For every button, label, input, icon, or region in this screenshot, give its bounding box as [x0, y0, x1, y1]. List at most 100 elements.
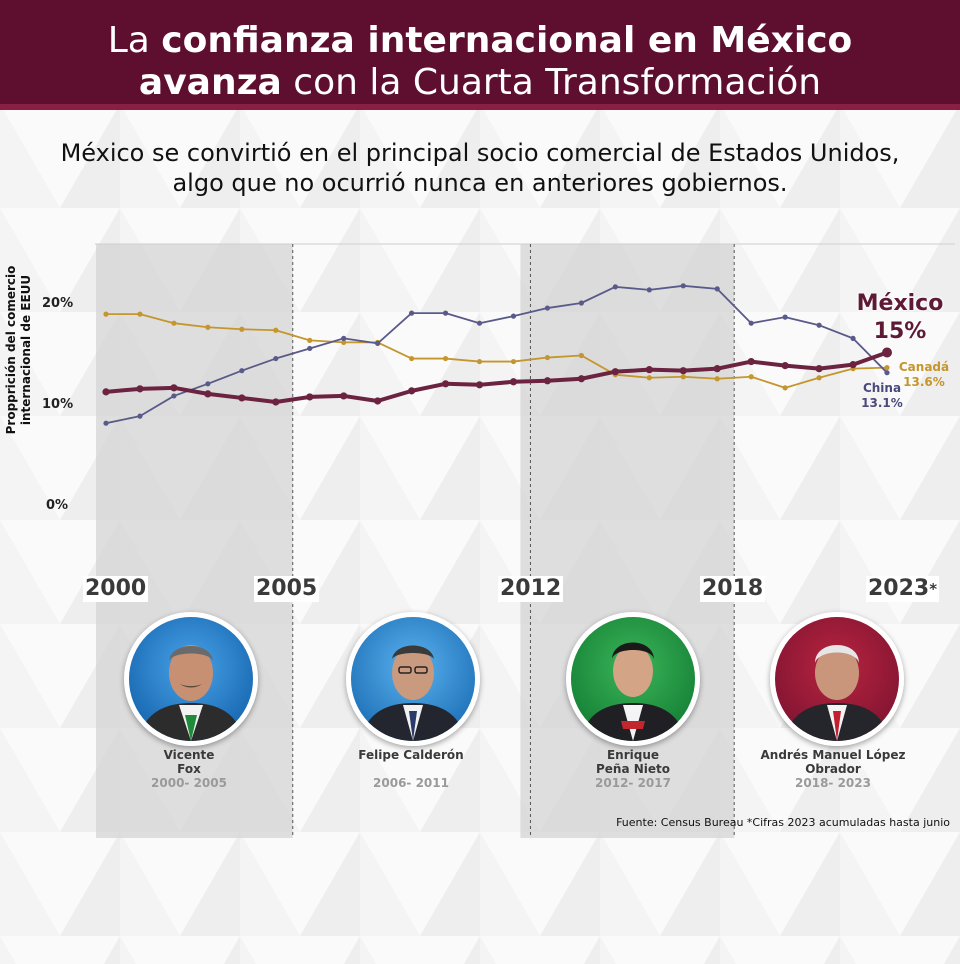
president-name: Felipe Calderón	[311, 748, 511, 762]
data-point-mexico	[374, 397, 382, 405]
data-point-china	[816, 322, 822, 328]
series-value-china: 13.1%	[861, 396, 903, 410]
data-point-china	[239, 368, 245, 374]
data-point-china	[341, 335, 347, 341]
data-point-china	[544, 305, 551, 311]
data-point-canada	[884, 365, 890, 371]
data-point-mexico	[645, 366, 653, 374]
data-point-mexico	[747, 357, 755, 366]
data-point-mexico	[170, 384, 178, 392]
data-point-canada	[103, 311, 109, 317]
y-tick-label: 20%	[42, 296, 74, 311]
data-point-mexico	[611, 368, 619, 376]
page-title: La confianza internacional en México ava…	[107, 20, 853, 103]
footnote-mark: *	[929, 580, 938, 598]
president-name-line: Peña Nieto	[595, 762, 671, 776]
president-term: 2000- 2005	[151, 776, 227, 790]
data-point-canada	[205, 324, 211, 330]
series-name-china: China	[862, 381, 902, 395]
data-point-china	[884, 370, 890, 376]
data-point-canada	[782, 385, 788, 391]
data-point-canada	[578, 352, 584, 359]
y-tick-label: 10%	[42, 397, 74, 412]
data-point-canada	[816, 375, 822, 381]
data-point-mexico	[272, 398, 280, 406]
y-tick-label: 0%	[46, 498, 69, 513]
series-name-canada: Canadá	[898, 360, 950, 374]
data-point-mexico	[781, 362, 789, 370]
mexico-label: México 15%	[848, 290, 952, 346]
data-point-china	[103, 420, 109, 426]
subtitle: México se convirtió en el principal soci…	[60, 139, 900, 197]
y-axis-title: Propprición del comercio internacional d…	[4, 265, 33, 435]
data-point-china	[442, 310, 449, 316]
portrait-fox	[129, 617, 253, 741]
header-banner: La confianza internacional en México ava…	[0, 0, 960, 110]
data-point-canada	[680, 374, 686, 380]
data-point-mexico	[509, 378, 518, 386]
data-point-china	[850, 335, 856, 341]
president-name-line: Enrique	[606, 748, 660, 762]
data-point-china	[171, 393, 177, 399]
president-term: 2006- 2011	[373, 776, 449, 790]
president-name-line: Felipe Calderón	[358, 748, 464, 762]
data-point-china	[748, 320, 754, 326]
data-point-china	[782, 314, 788, 320]
data-point-mexico	[306, 393, 314, 401]
data-point-china	[205, 381, 211, 387]
x-tick-label: 2012	[498, 576, 564, 602]
series-name-mexico: México	[856, 291, 944, 316]
data-point-canada	[476, 358, 483, 365]
president-term: 2018- 2023	[795, 776, 871, 790]
data-point-china	[646, 287, 652, 293]
president-name: Andrés Manuel López Obrador	[733, 748, 933, 776]
data-point-canada	[137, 311, 143, 317]
series-line-china	[105, 284, 888, 425]
data-point-china	[273, 355, 279, 362]
data-point-mexico	[238, 394, 246, 402]
china-label: China 13.1%	[858, 381, 906, 411]
president-name: Enrique Peña Nieto	[533, 748, 733, 776]
data-point-china	[612, 284, 618, 290]
series-value-canada: 13.6%	[903, 375, 945, 389]
portrait-lopez-obrador	[775, 617, 899, 741]
data-point-china	[476, 320, 483, 326]
data-point-mexico	[408, 387, 416, 395]
data-point-mexico	[849, 361, 857, 369]
data-point-china	[510, 313, 517, 319]
data-point-canada	[544, 354, 551, 361]
data-point-mexico	[679, 367, 687, 375]
data-point-canada	[748, 374, 754, 380]
data-point-china	[409, 310, 415, 316]
president-name-line: Fox	[177, 762, 201, 776]
data-point-canada	[646, 375, 652, 381]
data-point-mexico	[577, 375, 585, 383]
portrait-calderon	[351, 617, 475, 741]
data-point-canada	[442, 355, 449, 362]
president-name: Vicente Fox	[89, 748, 289, 776]
data-point-mexico	[136, 385, 144, 393]
data-point-mexico	[475, 381, 484, 389]
avatar-andres-manuel-lopez-obrador	[770, 612, 904, 746]
data-point-canada	[714, 376, 720, 382]
data-point-mexico	[441, 380, 450, 388]
data-point-china	[375, 340, 381, 346]
data-point-mexico	[815, 365, 823, 373]
data-point-mexico	[882, 347, 892, 358]
series-line-mexico	[105, 350, 888, 404]
data-point-china	[714, 286, 720, 292]
data-point-canada	[409, 355, 415, 362]
president-term: 2012- 2017	[595, 776, 671, 790]
data-point-china	[578, 300, 584, 306]
data-point-mexico	[102, 388, 110, 396]
series-line-canada	[106, 313, 888, 389]
data-point-china	[680, 283, 686, 289]
x-tick-label: 2018	[700, 576, 766, 602]
avatar-felipe-calderon	[346, 612, 480, 746]
data-point-mexico	[543, 377, 552, 385]
president-name-line: Vicente	[163, 748, 215, 762]
series-value-mexico: 15%	[873, 319, 927, 344]
x-tick-label: 2000	[83, 576, 149, 602]
avatar-vicente-fox	[124, 612, 258, 746]
data-point-china	[307, 345, 313, 352]
